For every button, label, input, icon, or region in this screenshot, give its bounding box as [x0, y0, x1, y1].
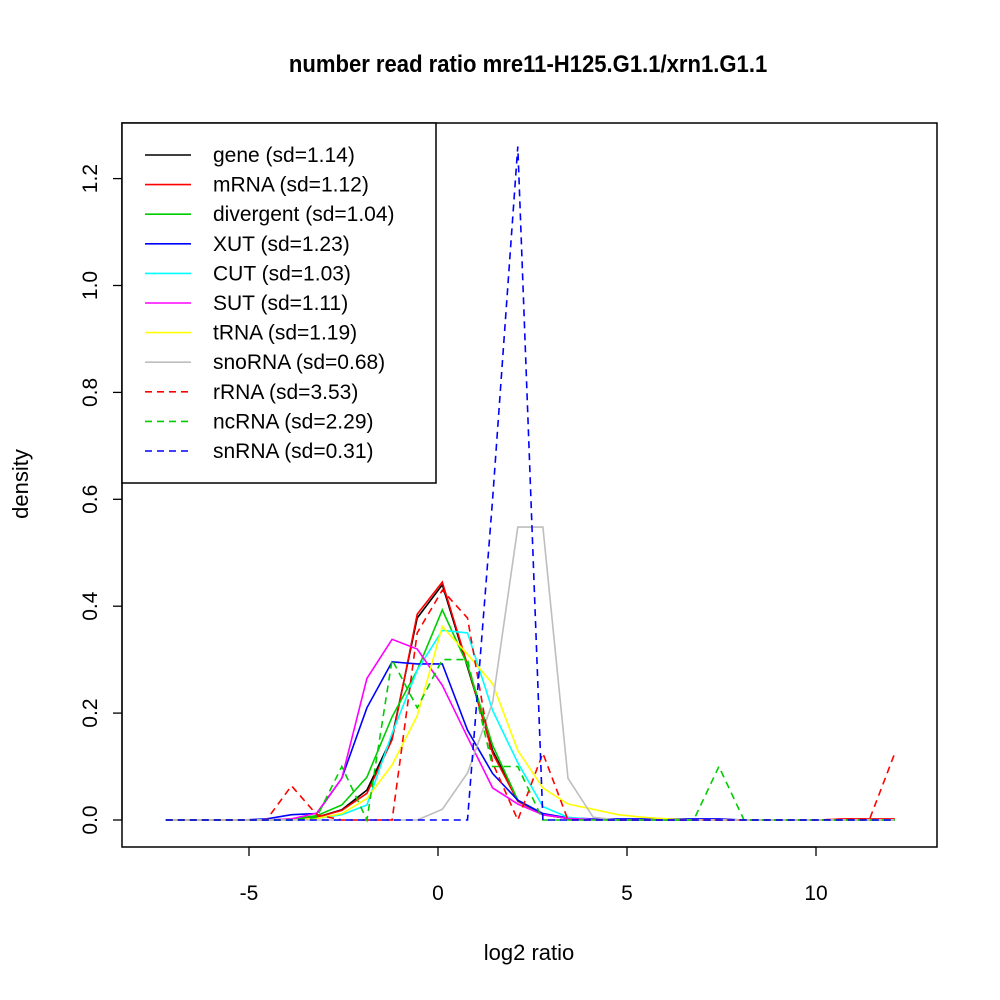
- series-line-rrna: [165, 588, 896, 823]
- legend-item: XUT (sd=1.23): [145, 233, 350, 256]
- legend-label: mRNA (sd=1.12): [213, 174, 369, 197]
- series-layer: [165, 146, 896, 823]
- series-line-snorna: [165, 526, 895, 821]
- legend-item: ncRNA (sd=2.29): [145, 410, 374, 433]
- legend-label: CUT (sd=1.03): [213, 262, 351, 285]
- legend-label: gene (sd=1.14): [213, 144, 355, 167]
- legend-item: snoRNA (sd=0.68): [145, 351, 385, 374]
- y-tick-label: 0.6: [79, 485, 102, 514]
- series-line-snrna: [165, 146, 895, 821]
- series-line-sut: [165, 638, 895, 821]
- legend-label: snoRNA (sd=0.68): [213, 351, 385, 374]
- legend-item: snRNA (sd=0.31): [145, 440, 374, 463]
- x-axis-label: log2 ratio: [484, 940, 575, 965]
- y-axis-label: density: [8, 449, 33, 519]
- x-tick-label: 0: [432, 882, 444, 905]
- y-tick-label: 0.4: [79, 591, 102, 621]
- x-tick-label: -5: [240, 882, 259, 905]
- legend-item: tRNA (sd=1.19): [145, 322, 357, 345]
- legend-item: gene (sd=1.14): [145, 144, 355, 167]
- legend-label: XUT (sd=1.23): [213, 233, 350, 256]
- legend-item: CUT (sd=1.03): [145, 262, 351, 285]
- legend-item: divergent (sd=1.04): [145, 203, 395, 226]
- x-axis: -5 0 5 10: [240, 846, 828, 905]
- legend: gene (sd=1.14) mRNA (sd=1.12) divergent (s…: [121, 122, 437, 484]
- y-axis: 0.0 0.2 0.4 0.6 0.8 1.0 1.2: [79, 164, 123, 835]
- legend-item: mRNA (sd=1.12): [145, 174, 369, 197]
- y-tick-label: 0.0: [79, 805, 102, 834]
- y-tick-label: 0.8: [79, 378, 102, 407]
- series-line-xut: [165, 660, 895, 821]
- y-tick-label: 0.2: [79, 698, 102, 727]
- y-tick-label: 1.0: [79, 271, 102, 300]
- y-tick-label: 1.2: [79, 164, 102, 193]
- legend-label: SUT (sd=1.11): [213, 292, 348, 315]
- legend-label: snRNA (sd=0.31): [213, 440, 374, 463]
- legend-item: rRNA (sd=3.53): [145, 381, 358, 404]
- legend-label: ncRNA (sd=2.29): [213, 410, 374, 433]
- legend-label: tRNA (sd=1.19): [213, 322, 357, 345]
- series-line-divergent: [165, 607, 895, 821]
- legend-item: SUT (sd=1.11): [145, 292, 348, 315]
- series-line-trna: [165, 624, 895, 821]
- x-tick-label: 10: [804, 882, 827, 905]
- legend-label: rRNA (sd=3.53): [213, 381, 358, 404]
- chart-title: number read ratio mre11-H125.G1.1/xrn1.G…: [289, 50, 768, 77]
- legend-label: divergent (sd=1.04): [213, 203, 395, 226]
- series-line-ncrna: [165, 657, 895, 823]
- x-tick-label: 5: [621, 882, 633, 905]
